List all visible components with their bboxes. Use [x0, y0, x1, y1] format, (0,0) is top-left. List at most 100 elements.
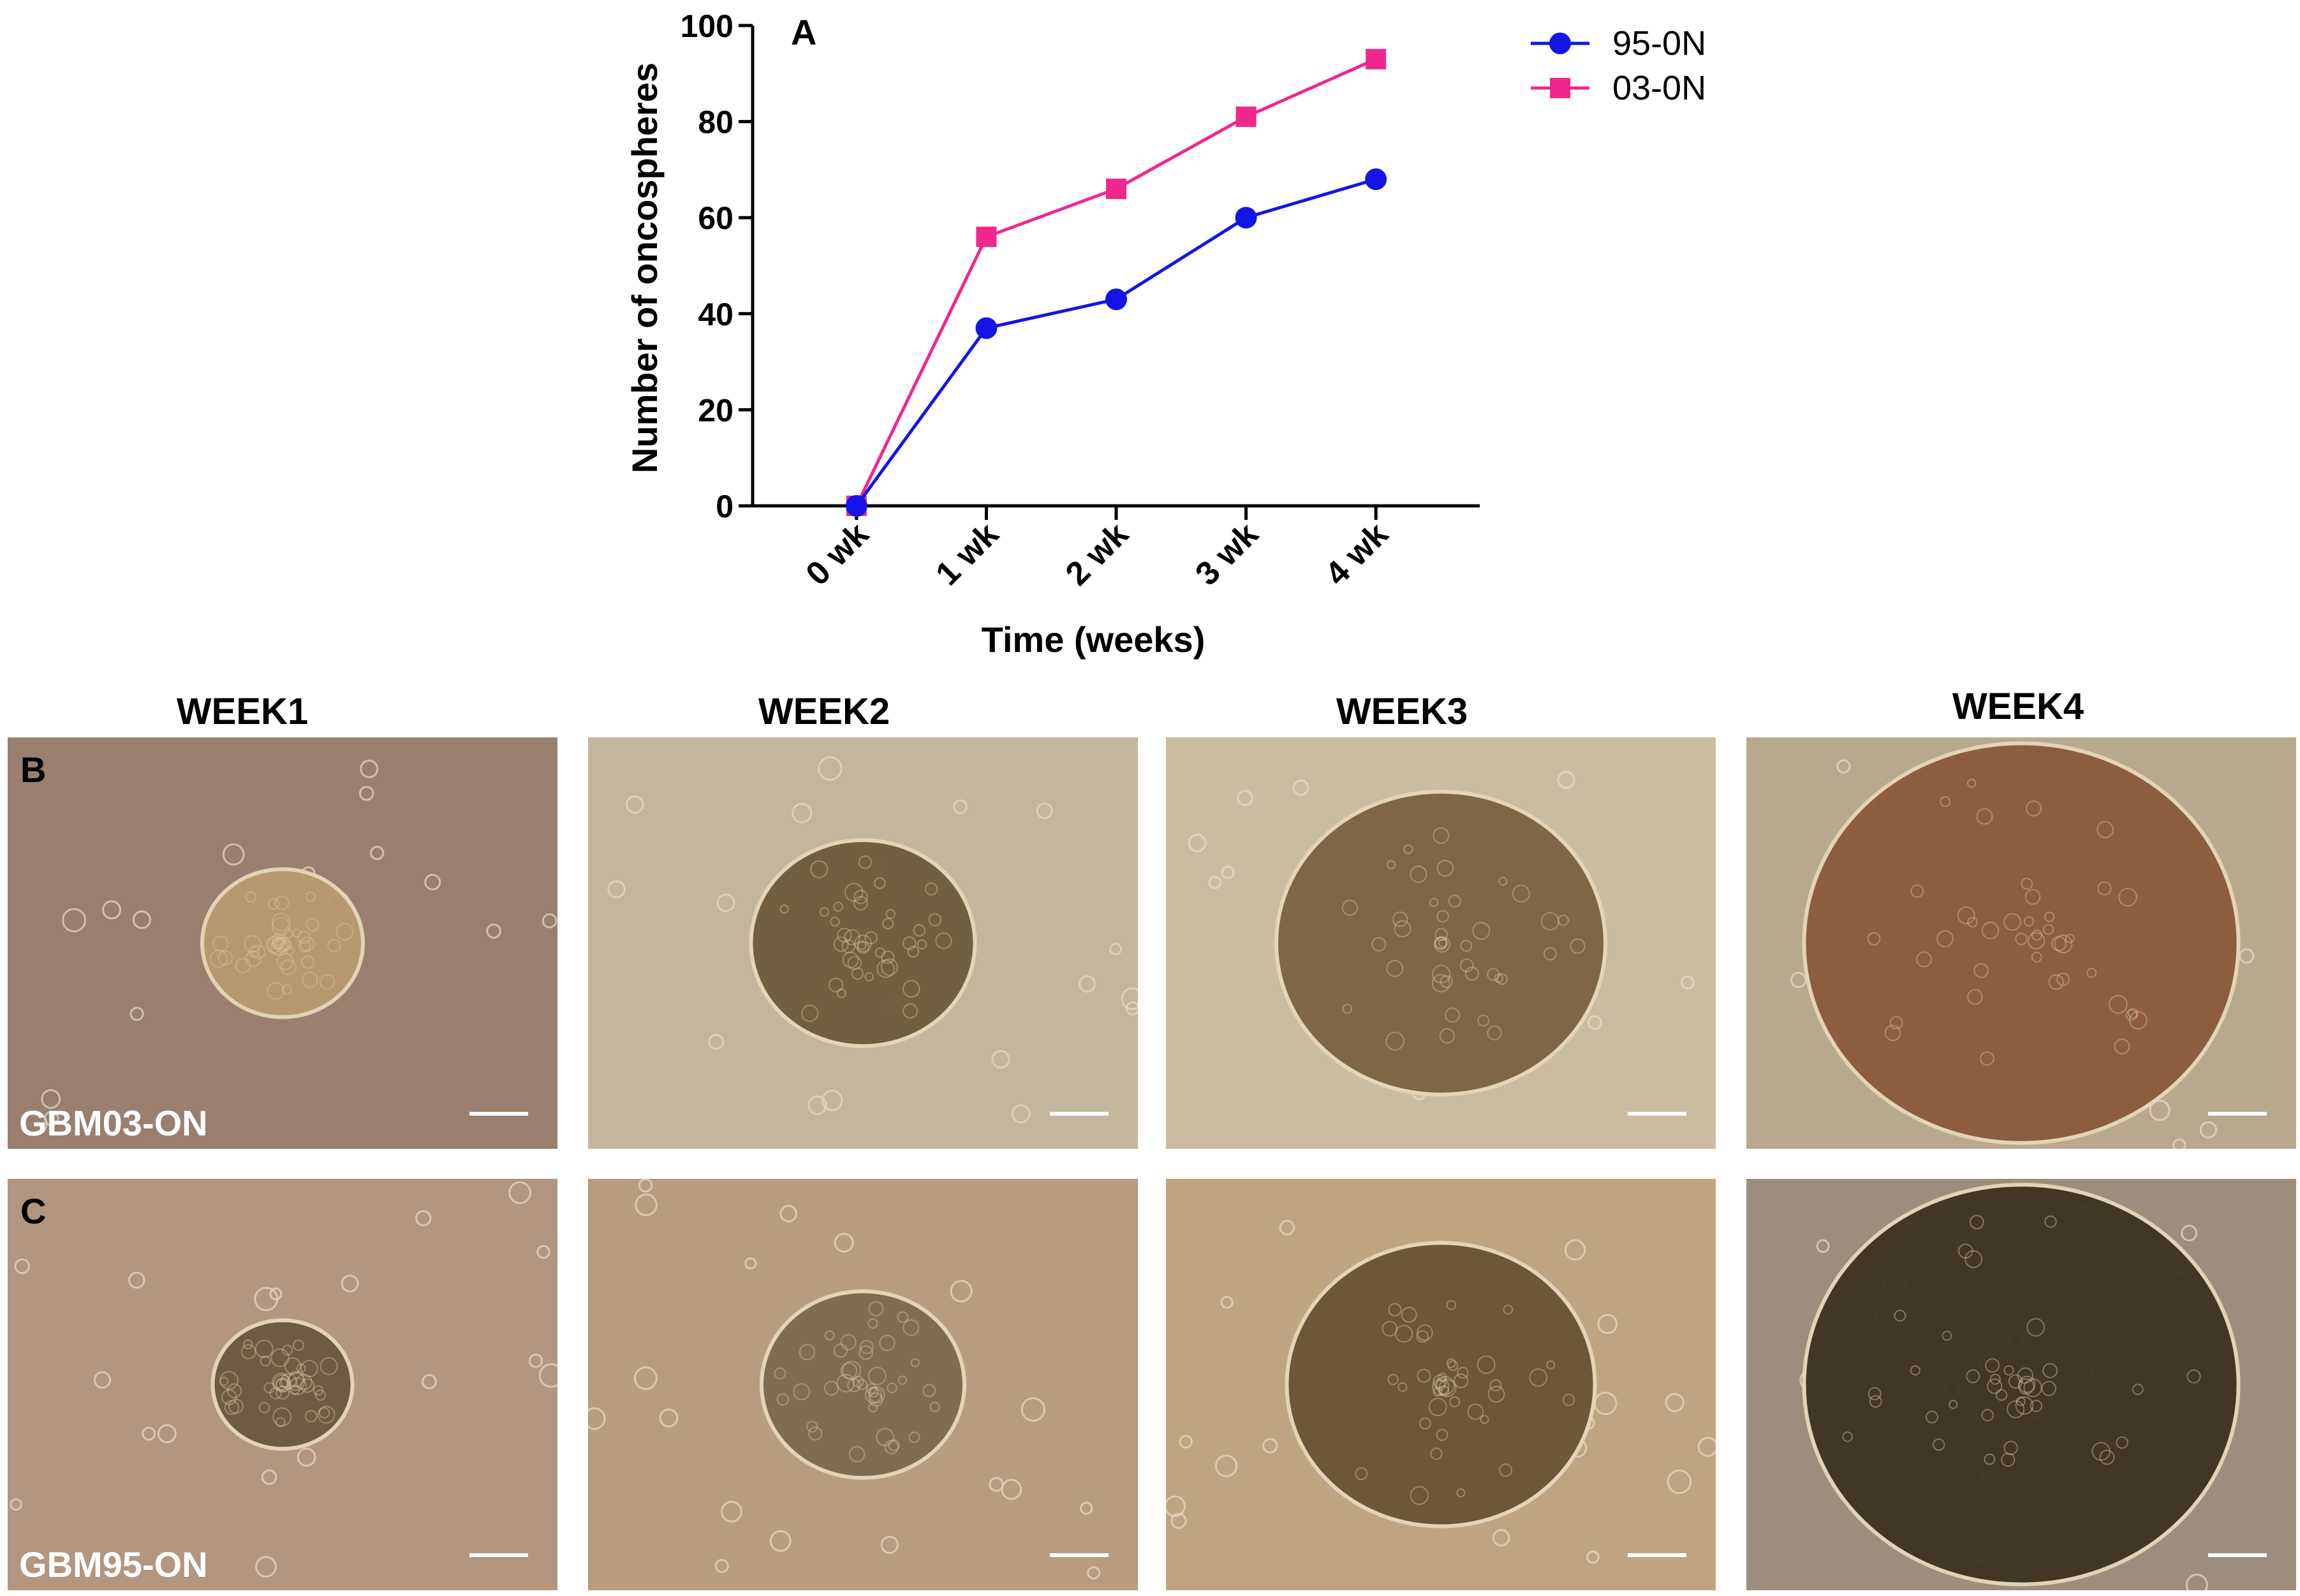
- single-cell: [1790, 972, 1807, 989]
- sphere-cell: [265, 936, 283, 954]
- sphere-cell: [1341, 899, 1359, 916]
- oncosphere: [1802, 1183, 2241, 1586]
- scale-bar: [469, 1553, 528, 1557]
- sphere-cell: [1436, 1376, 1455, 1395]
- single-cell: [721, 1500, 742, 1523]
- y-tick-label: 100: [681, 8, 733, 44]
- scale-bar: [1050, 1553, 1109, 1557]
- sphere-cell: [245, 891, 257, 903]
- single-cell: [708, 1033, 725, 1050]
- single-cell: [769, 1530, 792, 1552]
- sphere-cell: [833, 901, 843, 912]
- single-cell: [818, 756, 843, 781]
- single-cell: [542, 913, 557, 929]
- single-cell: [62, 908, 87, 933]
- micrograph-c-week2: [588, 1179, 1138, 1590]
- sphere-cell: [276, 1385, 290, 1400]
- sphere-cell: [793, 1383, 811, 1401]
- sphere-cell: [1868, 1387, 1882, 1401]
- sphere-cell: [852, 1375, 864, 1388]
- sphere-cell: [908, 1431, 920, 1444]
- sphere-cell: [1910, 884, 1924, 898]
- single-cell: [1125, 1001, 1138, 1016]
- single-cell: [1208, 876, 1222, 889]
- sphere-cell: [2114, 1038, 2130, 1054]
- sphere-cell: [881, 950, 895, 964]
- sphere-cell: [868, 1403, 878, 1413]
- sphere-cell: [1434, 1379, 1446, 1391]
- data-point: [1365, 168, 1387, 190]
- sphere-cell: [1433, 827, 1450, 844]
- single-cell: [2149, 1099, 2171, 1121]
- single-cell: [2185, 1574, 2208, 1590]
- sphere-cell: [267, 935, 286, 955]
- sphere-cell: [925, 882, 938, 896]
- sphere-cell: [1387, 1373, 1399, 1385]
- sphere-cell: [1355, 1467, 1368, 1481]
- sphere-cell: [258, 1401, 270, 1414]
- single-cell: [41, 1089, 61, 1109]
- sphere-cell: [2042, 1363, 2058, 1378]
- single-cell: [950, 1280, 973, 1303]
- sphere-cell: [226, 1383, 242, 1398]
- sphere-cell: [1440, 975, 1453, 988]
- sphere-cell: [1967, 778, 1977, 788]
- y-tick-label: 60: [698, 200, 733, 236]
- sphere-cell: [868, 1387, 879, 1398]
- sphere-cell: [1489, 1379, 1502, 1392]
- sphere-cell: [2044, 1215, 2057, 1228]
- sphere-cell: [1942, 1331, 1952, 1341]
- scale-bar: [2208, 1112, 2267, 1116]
- single-cell: [607, 880, 626, 899]
- single-cell: [989, 1477, 1004, 1492]
- single-cell: [508, 1181, 531, 1204]
- sample-label-gbm95: GBM95-ON: [19, 1544, 208, 1585]
- single-cell: [269, 1287, 283, 1301]
- sphere-cell: [2056, 972, 2070, 986]
- sphere-cell: [859, 1345, 873, 1360]
- data-point: [1105, 288, 1127, 311]
- micrograph-image: [1166, 1179, 1716, 1590]
- single-cell: [638, 1179, 653, 1193]
- sphere-cell: [244, 935, 262, 953]
- single-cell: [2181, 1225, 2198, 1242]
- sample-label-gbm03: GBM03-ON: [19, 1103, 208, 1143]
- sphere-cell: [2030, 1400, 2042, 1412]
- sphere-cell: [2031, 952, 2042, 963]
- sphere-cell: [228, 1398, 244, 1414]
- sphere-cell: [1980, 1051, 1994, 1066]
- sphere-cell: [283, 929, 293, 939]
- sphere-cell: [2099, 1449, 2115, 1465]
- sphere-cell: [1487, 968, 1500, 981]
- single-cell: [625, 795, 644, 814]
- sphere-cell: [833, 936, 849, 952]
- sphere-cell: [1989, 1373, 2001, 1385]
- sphere-cell: [1417, 1324, 1433, 1341]
- sphere-cell: [1430, 1447, 1443, 1460]
- sphere-cell: [917, 939, 927, 950]
- sphere-cell: [292, 928, 302, 938]
- single-cell: [1597, 1313, 1618, 1334]
- sphere-cell: [1973, 963, 1989, 979]
- micrograph-b-week2: [588, 737, 1138, 1149]
- single-cell: [1080, 1502, 1093, 1515]
- sphere-cell: [1558, 914, 1569, 926]
- sphere-cell: [276, 936, 291, 951]
- sphere-cell: [212, 935, 229, 952]
- data-point: [976, 226, 997, 248]
- sphere-cell: [317, 1405, 335, 1424]
- sphere-cell: [1386, 860, 1396, 869]
- sphere-cell: [903, 1003, 918, 1019]
- sphere-cell: [1434, 927, 1448, 942]
- sphere-cell: [1453, 1373, 1469, 1389]
- sphere-cell: [288, 1371, 305, 1388]
- single-cell: [128, 1271, 145, 1289]
- sphere-cell: [774, 1367, 786, 1380]
- single-cell: [369, 845, 385, 861]
- sphere-cell: [273, 937, 285, 949]
- sphere-cell: [1386, 959, 1404, 977]
- sphere-cell: [2018, 1375, 2036, 1393]
- single-cell: [2172, 1138, 2186, 1149]
- single-cell: [1292, 779, 1309, 796]
- sphere-cell: [842, 1361, 862, 1380]
